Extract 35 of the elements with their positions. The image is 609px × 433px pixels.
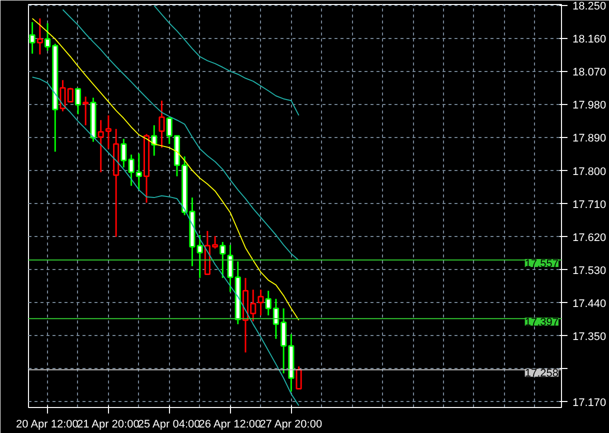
y-tick-label: 17.890 [572,132,606,145]
candlestick [258,288,264,316]
y-tick-label: 18.070 [572,66,606,79]
y-tick-label: 17.350 [572,330,606,343]
line-series [62,9,300,261]
y-tick-label: 17.530 [572,264,606,277]
x-tick-label: 26 Apr 12:00 [198,418,262,430]
x-tick-label: 27 Apr 20:00 [260,418,322,430]
y-tick-label: 18.250 [572,0,606,13]
candlestick [105,114,112,150]
candlestick [220,241,226,279]
x-tick-label: 21 Apr 20:00 [76,418,140,430]
y-tick-label: 17.800 [572,166,606,178]
candlestick [196,234,203,279]
x-tick-label: 25 Apr 04:00 [138,418,200,430]
y-tick-label: 17.620 [572,232,606,244]
y-tick-label: 17.710 [572,198,606,211]
candlestick [120,138,127,168]
candlestick [151,124,158,156]
y-tick-label: 17.440 [572,298,606,310]
candlestick [74,88,82,115]
ref-line-label: 17.557 [524,258,559,270]
ref-line-label: 17.258 [524,368,559,380]
line-series [154,5,300,116]
line-series [32,18,300,321]
candlestick [98,119,104,173]
y-tick-label: 17.980 [572,100,606,112]
candlestick [82,96,89,126]
x-tick-label: 20 Apr 12:00 [16,418,78,430]
line-series [32,76,300,406]
candlestick [36,18,43,56]
candlestick [296,366,302,390]
y-tick-label: 18.160 [572,34,606,46]
y-tick-label: 17.170 [572,396,606,409]
candlestick [158,100,165,148]
